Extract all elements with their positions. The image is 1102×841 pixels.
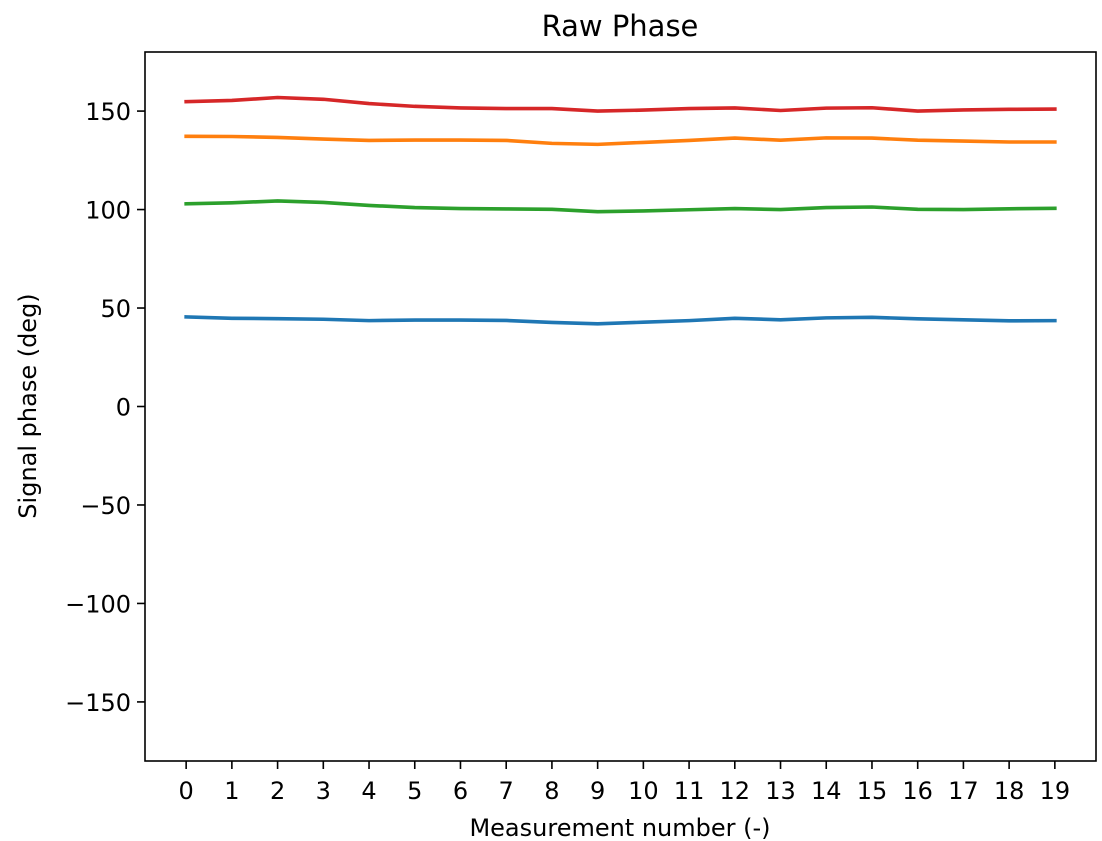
x-tick-label: 10 [628,777,659,805]
x-tick-label: 12 [720,777,751,805]
x-tick-label: 2 [270,777,285,805]
x-tick-label: 17 [948,777,979,805]
x-tick-label: 9 [590,777,605,805]
y-tick-label: 0 [116,394,131,422]
x-tick-label: 19 [1040,777,1071,805]
x-tick-label: 0 [179,777,194,805]
y-axis-label: Signal phase (deg) [14,293,42,518]
y-tick-label: −50 [80,492,131,520]
x-tick-label: 15 [857,777,888,805]
y-tick-label: −100 [65,590,131,618]
x-tick-label: 8 [544,777,559,805]
x-tick-label: 13 [765,777,796,805]
x-axis-label: Measurement number (-) [469,814,770,841]
x-tick-label: 5 [407,777,422,805]
y-tick-label: −150 [65,689,131,717]
x-tick-label: 4 [361,777,376,805]
series-line-1 [184,315,1057,326]
x-tick-label: 6 [453,777,468,805]
x-tick-label: 18 [994,777,1025,805]
y-tick-label: 50 [100,295,131,323]
x-tick-label: 16 [902,777,933,805]
x-axis-ticks: 0 1 2 3 4 5 6 7 8 9 10 11 12 13 14 15 16 17 18 19 [179,761,1071,805]
x-tick-label: 1 [224,777,239,805]
series-line-2 [184,134,1057,147]
chart-title: Raw Phase [542,9,699,43]
series-line-4 [184,95,1057,113]
x-tick-label: 7 [499,777,514,805]
x-tick-label: 14 [811,777,842,805]
series-line-3 [184,199,1057,214]
y-axis-ticks: −150 −100 −50 0 50 100 150 [65,98,145,717]
x-tick-label: 3 [316,777,331,805]
y-tick-label: 100 [85,197,131,225]
y-tick-label: 150 [85,98,131,126]
x-tick-label: 11 [674,777,705,805]
series-layer [184,95,1057,326]
